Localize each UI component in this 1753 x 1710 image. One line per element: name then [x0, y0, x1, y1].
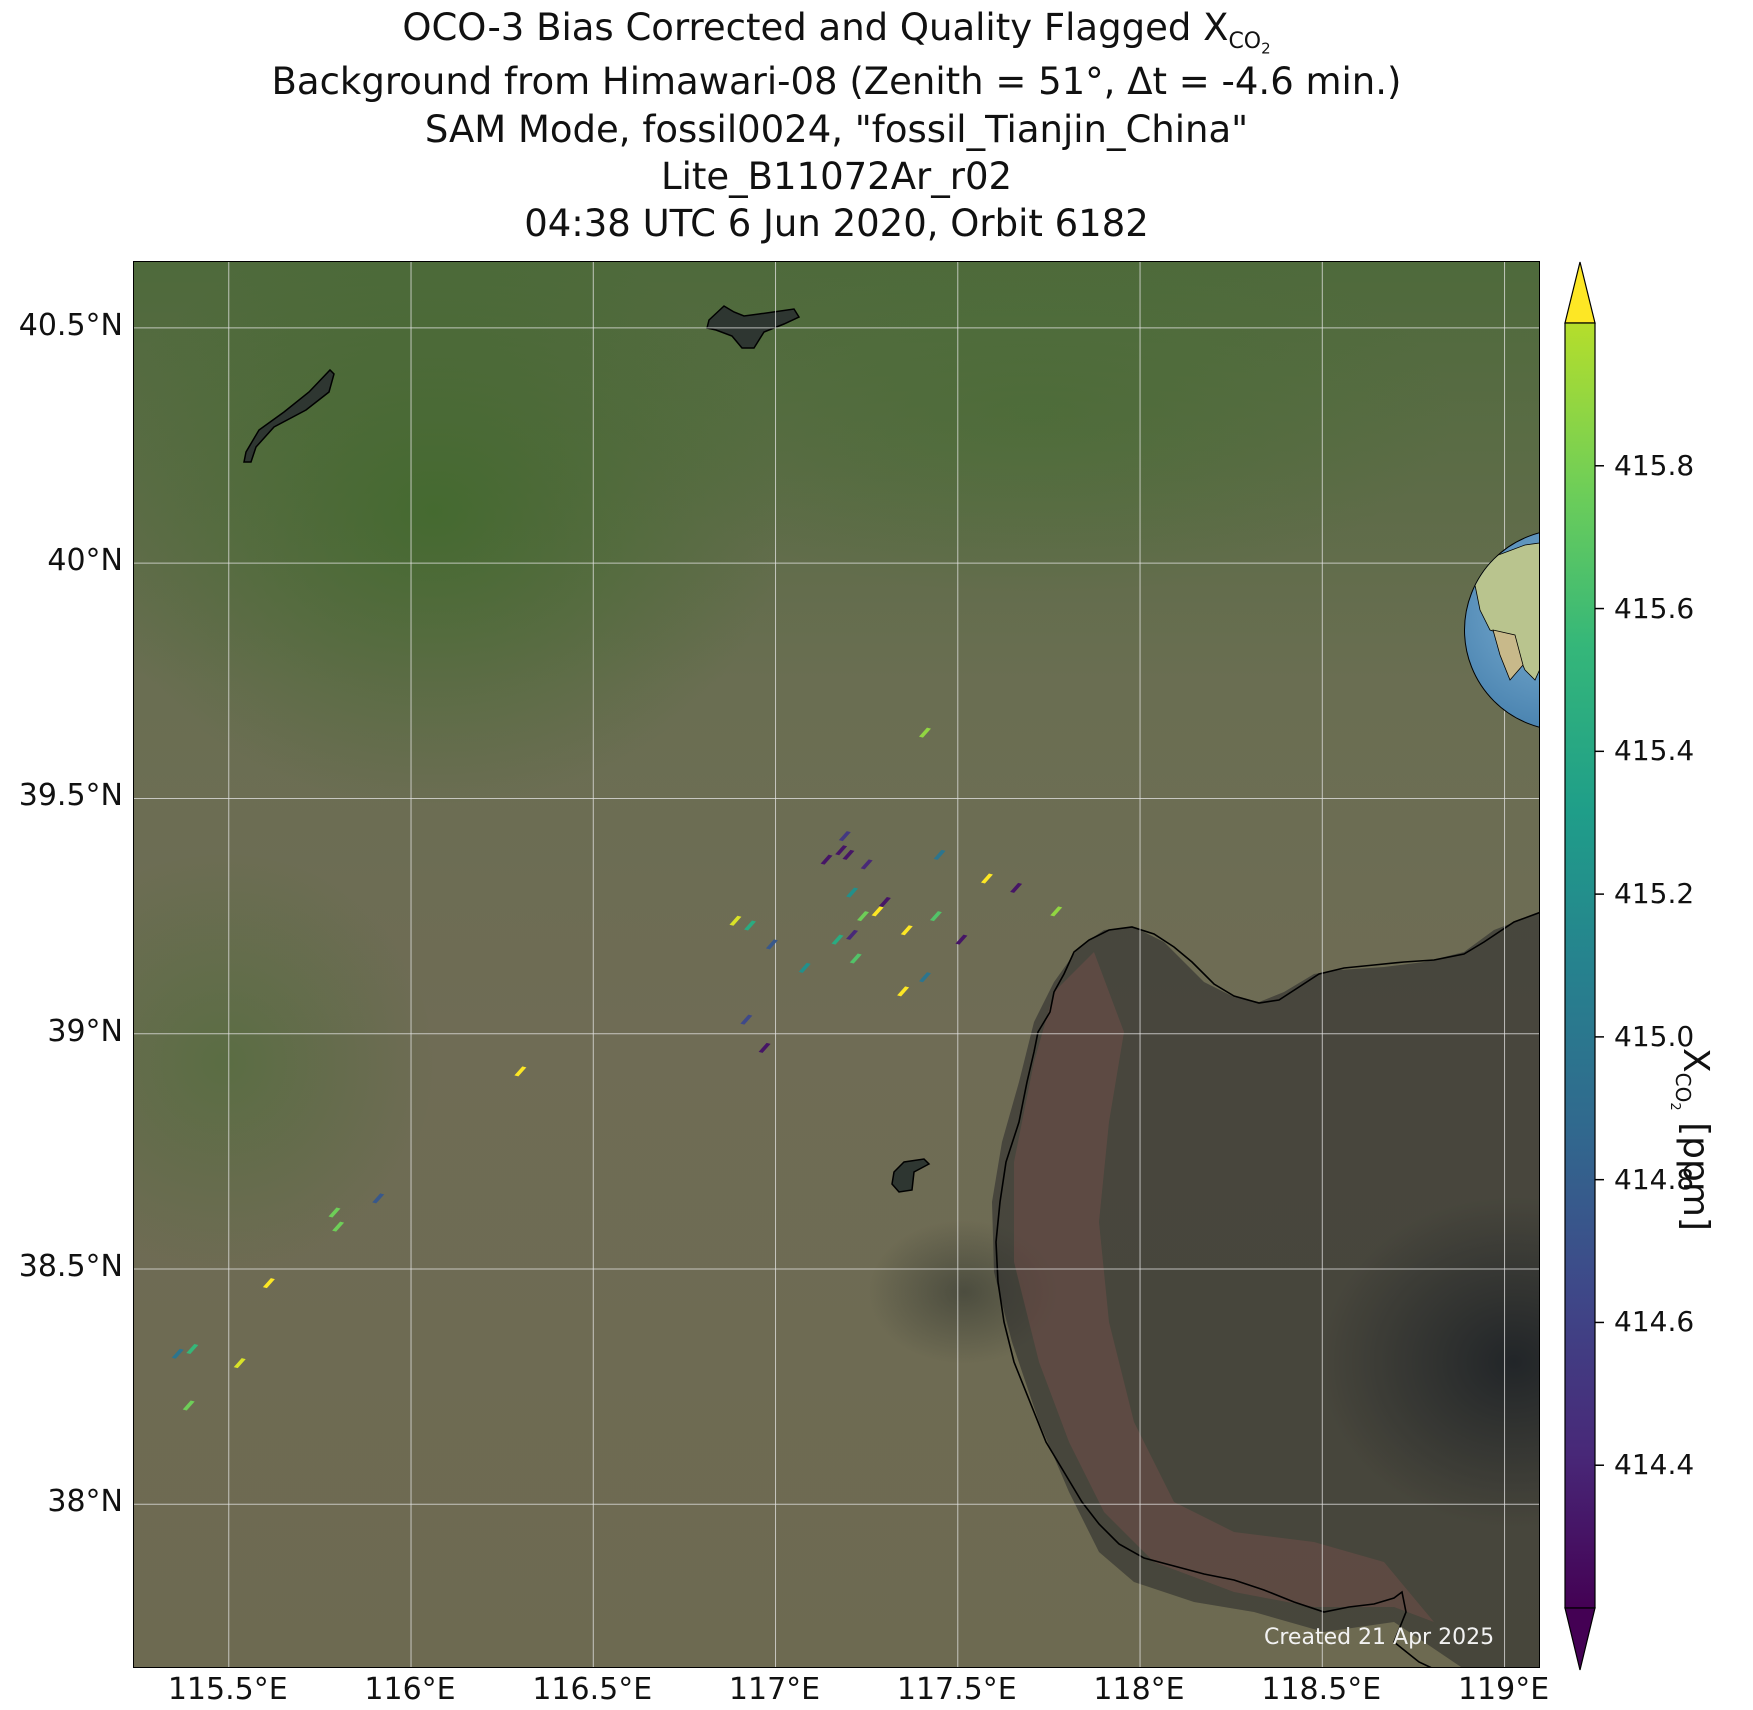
tidal-flats — [1014, 952, 1434, 1622]
map-canvas — [134, 262, 1539, 1667]
lake-north — [706, 305, 801, 349]
xco2-sounding-12 — [857, 911, 870, 922]
xco2-sounding-30 — [328, 1207, 341, 1218]
colorbar-tick-label: 414.6 — [1614, 1305, 1695, 1339]
xco2-sounding-22 — [849, 953, 862, 964]
lat-tick-label: 40.5°N — [18, 307, 123, 343]
colorbar-tick-label: 415.4 — [1614, 734, 1695, 768]
lon-tick-label: 119°E — [1457, 1672, 1550, 1707]
xco2-sounding-23 — [798, 962, 811, 973]
xco2-sounding-31 — [332, 1221, 345, 1232]
lon-tick-label: 117°E — [728, 1672, 821, 1707]
asia-landmass — [1474, 542, 1539, 681]
colorbar-tick-label: 415.6 — [1614, 591, 1695, 625]
xco2-sounding-29 — [372, 1193, 385, 1204]
xco2-sounding-21 — [765, 939, 778, 950]
xco2-soundings — [171, 727, 1063, 1411]
title-line-5: 04:38 UTC 6 Jun 2020, Orbit 6182 — [524, 202, 1149, 245]
xco2-sounding-0 — [918, 727, 931, 738]
xco2-sounding-1 — [838, 831, 851, 842]
colorbar-title-x: X — [1675, 1048, 1716, 1073]
lat-tick-label: 39°N — [47, 1013, 123, 1049]
lat-tick-label: 39.5°N — [18, 778, 123, 814]
colorbar-title-units: [ppm] — [1675, 1110, 1716, 1231]
xco2-sounding-34 — [171, 1348, 184, 1359]
map-panel[interactable]: ★ Created 21 Apr 2025 — [133, 261, 1540, 1668]
colorbar-extend-bottom — [1564, 1607, 1596, 1671]
xco2-sounding-9 — [846, 887, 859, 898]
xco2-sounding-8 — [1010, 882, 1023, 893]
colorbar-title-sub: CO2 — [1667, 1072, 1695, 1111]
title-line-1: OCO-3 Bias Corrected and Quality Flagged… — [133, 6, 1540, 71]
xco2-sounding-5 — [860, 859, 873, 870]
lake-south — [891, 1158, 931, 1193]
xco2-sounding-10 — [878, 896, 891, 907]
india-landmass — [1492, 629, 1524, 681]
colorbar-ticks — [1595, 465, 1604, 1466]
colorbar-tick-label: 415.0 — [1614, 1019, 1695, 1053]
xco2-sounding-11 — [871, 906, 884, 917]
xco2-sounding-14 — [1050, 906, 1063, 917]
xco2-sounding-28 — [514, 1066, 527, 1077]
lon-tick-label: 117.5°E — [896, 1672, 1017, 1707]
lon-tick-label: 116.5°E — [532, 1672, 653, 1707]
xco2-sounding-18 — [846, 929, 859, 940]
xco2-sounding-7 — [980, 873, 993, 884]
bohai-sea — [992, 912, 1539, 1667]
colorbar-body — [1564, 322, 1596, 1609]
colorbar-tick-label: 414.4 — [1614, 1448, 1695, 1482]
lon-tick-label: 118.5°E — [1261, 1672, 1382, 1707]
globe-drawing: ★ — [1474, 542, 1539, 681]
title-text: OCO-3 Bias Corrected and Quality Flagged… — [402, 6, 1229, 49]
xco2-sounding-33 — [186, 1344, 199, 1355]
xco2-sounding-15 — [729, 915, 742, 926]
title-line-4: Lite_B11072Ar_r02 — [660, 155, 1013, 198]
xco2-sounding-25 — [897, 986, 910, 997]
xco2-sounding-19 — [831, 934, 844, 945]
colorbar — [1564, 261, 1604, 1671]
xco2-sounding-13 — [929, 911, 942, 922]
lake-northwest — [243, 368, 335, 463]
colorbar-tick-label: 415.2 — [1614, 877, 1695, 911]
xco2-sounding-26 — [740, 1014, 753, 1025]
creation-date: Created 21 Apr 2025 — [1264, 1625, 1495, 1650]
xco2-sounding-3 — [820, 854, 833, 865]
colorbar-title: XCO2 [ppm] — [1667, 1048, 1716, 1231]
title-sub-2: 2 — [1261, 39, 1271, 58]
graticule — [134, 262, 1539, 1667]
xco2-sounding-6 — [933, 849, 946, 860]
lon-tick-label: 116°E — [364, 1672, 456, 1707]
colorbar-tick-label: 414.8 — [1614, 1162, 1695, 1196]
title-subscript: CO2 — [1228, 29, 1270, 57]
xco2-sounding-35 — [233, 1358, 246, 1369]
colorbar-title-co: CO — [1670, 1072, 1695, 1103]
xco2-sounding-16 — [744, 920, 757, 931]
lat-tick-label: 38°N — [47, 1484, 123, 1520]
xco2-sounding-36 — [182, 1400, 195, 1411]
lon-tick-label: 118°E — [1093, 1672, 1185, 1707]
title-line-2: Background from Himawari-08 (Zenith = 51… — [271, 60, 1402, 103]
colorbar-extend-top — [1564, 261, 1596, 324]
title-sub-co: CO — [1228, 29, 1262, 55]
coastline — [995, 911, 1539, 1667]
xco2-sounding-2 — [835, 845, 848, 856]
xco2-sounding-17 — [900, 925, 913, 936]
title-line-3: SAM Mode, fossil0024, "fossil_Tianjin_Ch… — [424, 108, 1249, 151]
xco2-sounding-24 — [918, 972, 931, 983]
xco2-sounding-32 — [262, 1278, 275, 1289]
lon-tick-label: 115.5°E — [167, 1672, 288, 1707]
lat-tick-label: 40°N — [47, 543, 123, 579]
xco2-sounding-4 — [842, 849, 855, 860]
lat-tick-label: 38.5°N — [18, 1249, 123, 1285]
colorbar-tick-label: 415.8 — [1614, 448, 1695, 482]
colorbar-title-2: 2 — [1666, 1102, 1682, 1111]
xco2-sounding-20 — [955, 934, 968, 945]
xco2-sounding-27 — [758, 1042, 771, 1053]
